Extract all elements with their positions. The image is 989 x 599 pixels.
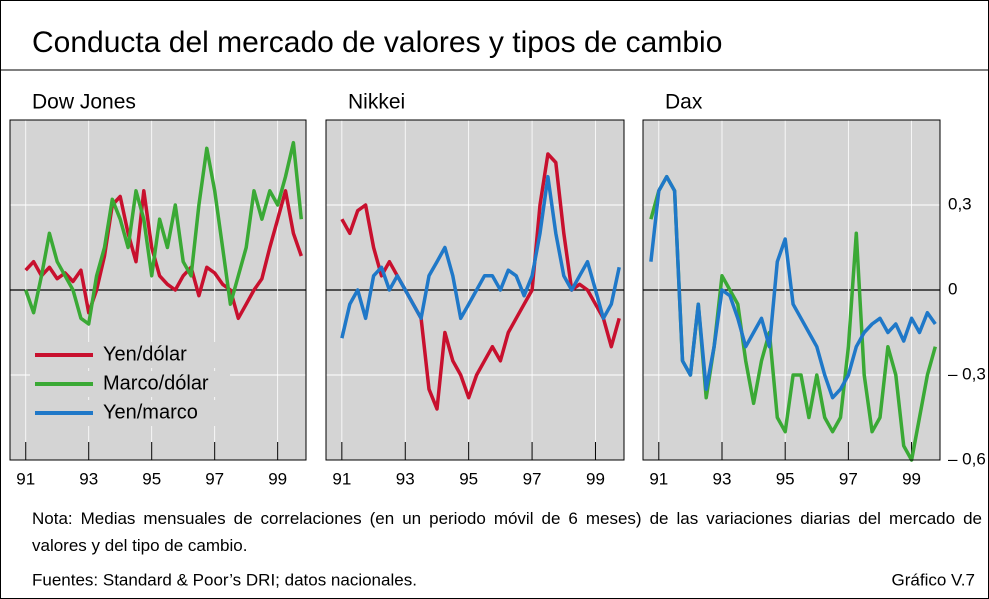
x-tick-label: 95 [459,469,478,488]
x-tick-label: 93 [79,469,98,488]
sources: Fuentes: Standard & Poor’s DRI; datos na… [32,570,417,589]
note: Nota: Medias mensuales de correlaciones … [32,509,982,555]
x-tick-label: 91 [649,469,668,488]
legend-label: Yen/dólar [103,343,187,365]
x-tick-label: 97 [523,469,542,488]
y-tick-label: – 0,3 [948,364,986,383]
series-line [340,174,621,339]
note-box: Nota: Medias mensuales de correlaciones … [32,509,982,555]
x-tick-label: 95 [142,469,161,488]
x-tick-label: 91 [332,469,351,488]
plot-border [9,119,307,461]
legend-label: Yen/marco [103,401,198,423]
series-line [24,140,304,326]
x-tick-label: 95 [776,469,795,488]
x-tick-label: 97 [205,469,224,488]
figure-label: Gráfico V.7 [892,570,975,589]
series-line [24,189,303,321]
figure-title: Conducta del mercado de valores y tipos … [32,26,722,59]
plot-border [642,119,941,461]
series-line [649,174,937,400]
y-tick-label: 0 [948,279,957,298]
x-tick-label: 93 [396,469,415,488]
legend-label: Marco/dólar [103,372,209,394]
x-tick-label: 99 [268,469,287,488]
x-tick-label: 99 [902,469,921,488]
panel-title: Nikkei [348,91,405,114]
panel-title: Dow Jones [32,91,136,114]
y-tick-label: – 0,6 [948,449,986,468]
x-tick-label: 99 [586,469,605,488]
panel-title: Dax [665,91,703,114]
plot-border [325,119,625,461]
x-tick-label: 97 [839,469,858,488]
x-tick-label: 91 [16,469,35,488]
x-tick-label: 93 [713,469,732,488]
y-tick-label: 0,3 [948,194,972,213]
